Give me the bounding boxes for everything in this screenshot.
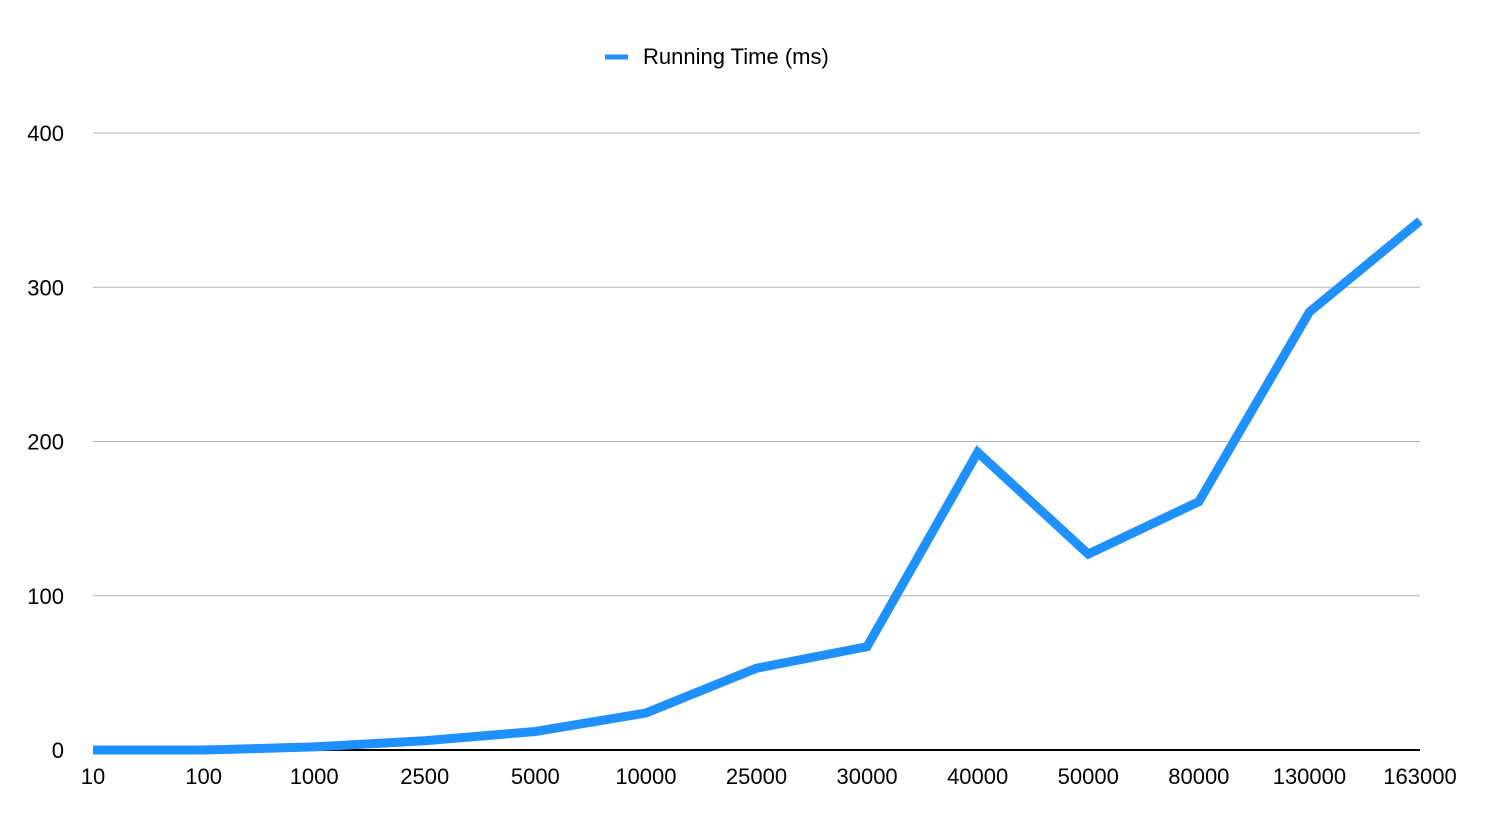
- data-point: [1198, 501, 1200, 503]
- legend: Running Time (ms): [605, 44, 829, 69]
- data-point: [92, 749, 94, 751]
- x-axis-tick-labels: 10 100 1000 2500 5000 10000 25000 30000 40000 500…: [81, 764, 1457, 789]
- data-point: [534, 730, 536, 732]
- x-tick-label: 10000: [615, 764, 676, 789]
- data-point: [203, 749, 205, 751]
- x-tick-label: 25000: [726, 764, 787, 789]
- series-layer: [92, 217, 1423, 755]
- y-tick-label: 400: [27, 121, 64, 146]
- x-tick-label: 40000: [947, 764, 1008, 789]
- x-tick-label: 80000: [1168, 764, 1229, 789]
- x-tick-label: 100: [185, 764, 222, 789]
- x-tick-label: 30000: [836, 764, 897, 789]
- grid-lines: [93, 132, 1420, 597]
- data-point: [645, 712, 647, 714]
- y-axis-tick-labels: 0 100 200 300 400: [27, 121, 64, 763]
- y-tick-label: 0: [52, 738, 64, 763]
- series-line: [93, 217, 1423, 755]
- x-tick-label: 130000: [1273, 764, 1346, 789]
- data-point: [977, 451, 979, 453]
- x-tick-label: 5000: [511, 764, 560, 789]
- x-tick-label: 10: [81, 764, 105, 789]
- y-tick-label: 100: [27, 584, 64, 609]
- data-point: [1308, 311, 1310, 313]
- y-tick-label: 300: [27, 275, 64, 300]
- data-point: [866, 646, 868, 648]
- y-tick-label: 200: [27, 430, 64, 455]
- data-point: [1419, 220, 1421, 222]
- x-tick-label: 163000: [1383, 764, 1456, 789]
- x-tick-label: 50000: [1058, 764, 1119, 789]
- data-point: [313, 746, 315, 748]
- data-point: [424, 740, 426, 742]
- x-tick-label: 2500: [400, 764, 449, 789]
- x-tick-label: 1000: [290, 764, 339, 789]
- data-point: [756, 667, 757, 669]
- data-point: [1087, 553, 1089, 555]
- legend-label: Running Time (ms): [643, 44, 829, 69]
